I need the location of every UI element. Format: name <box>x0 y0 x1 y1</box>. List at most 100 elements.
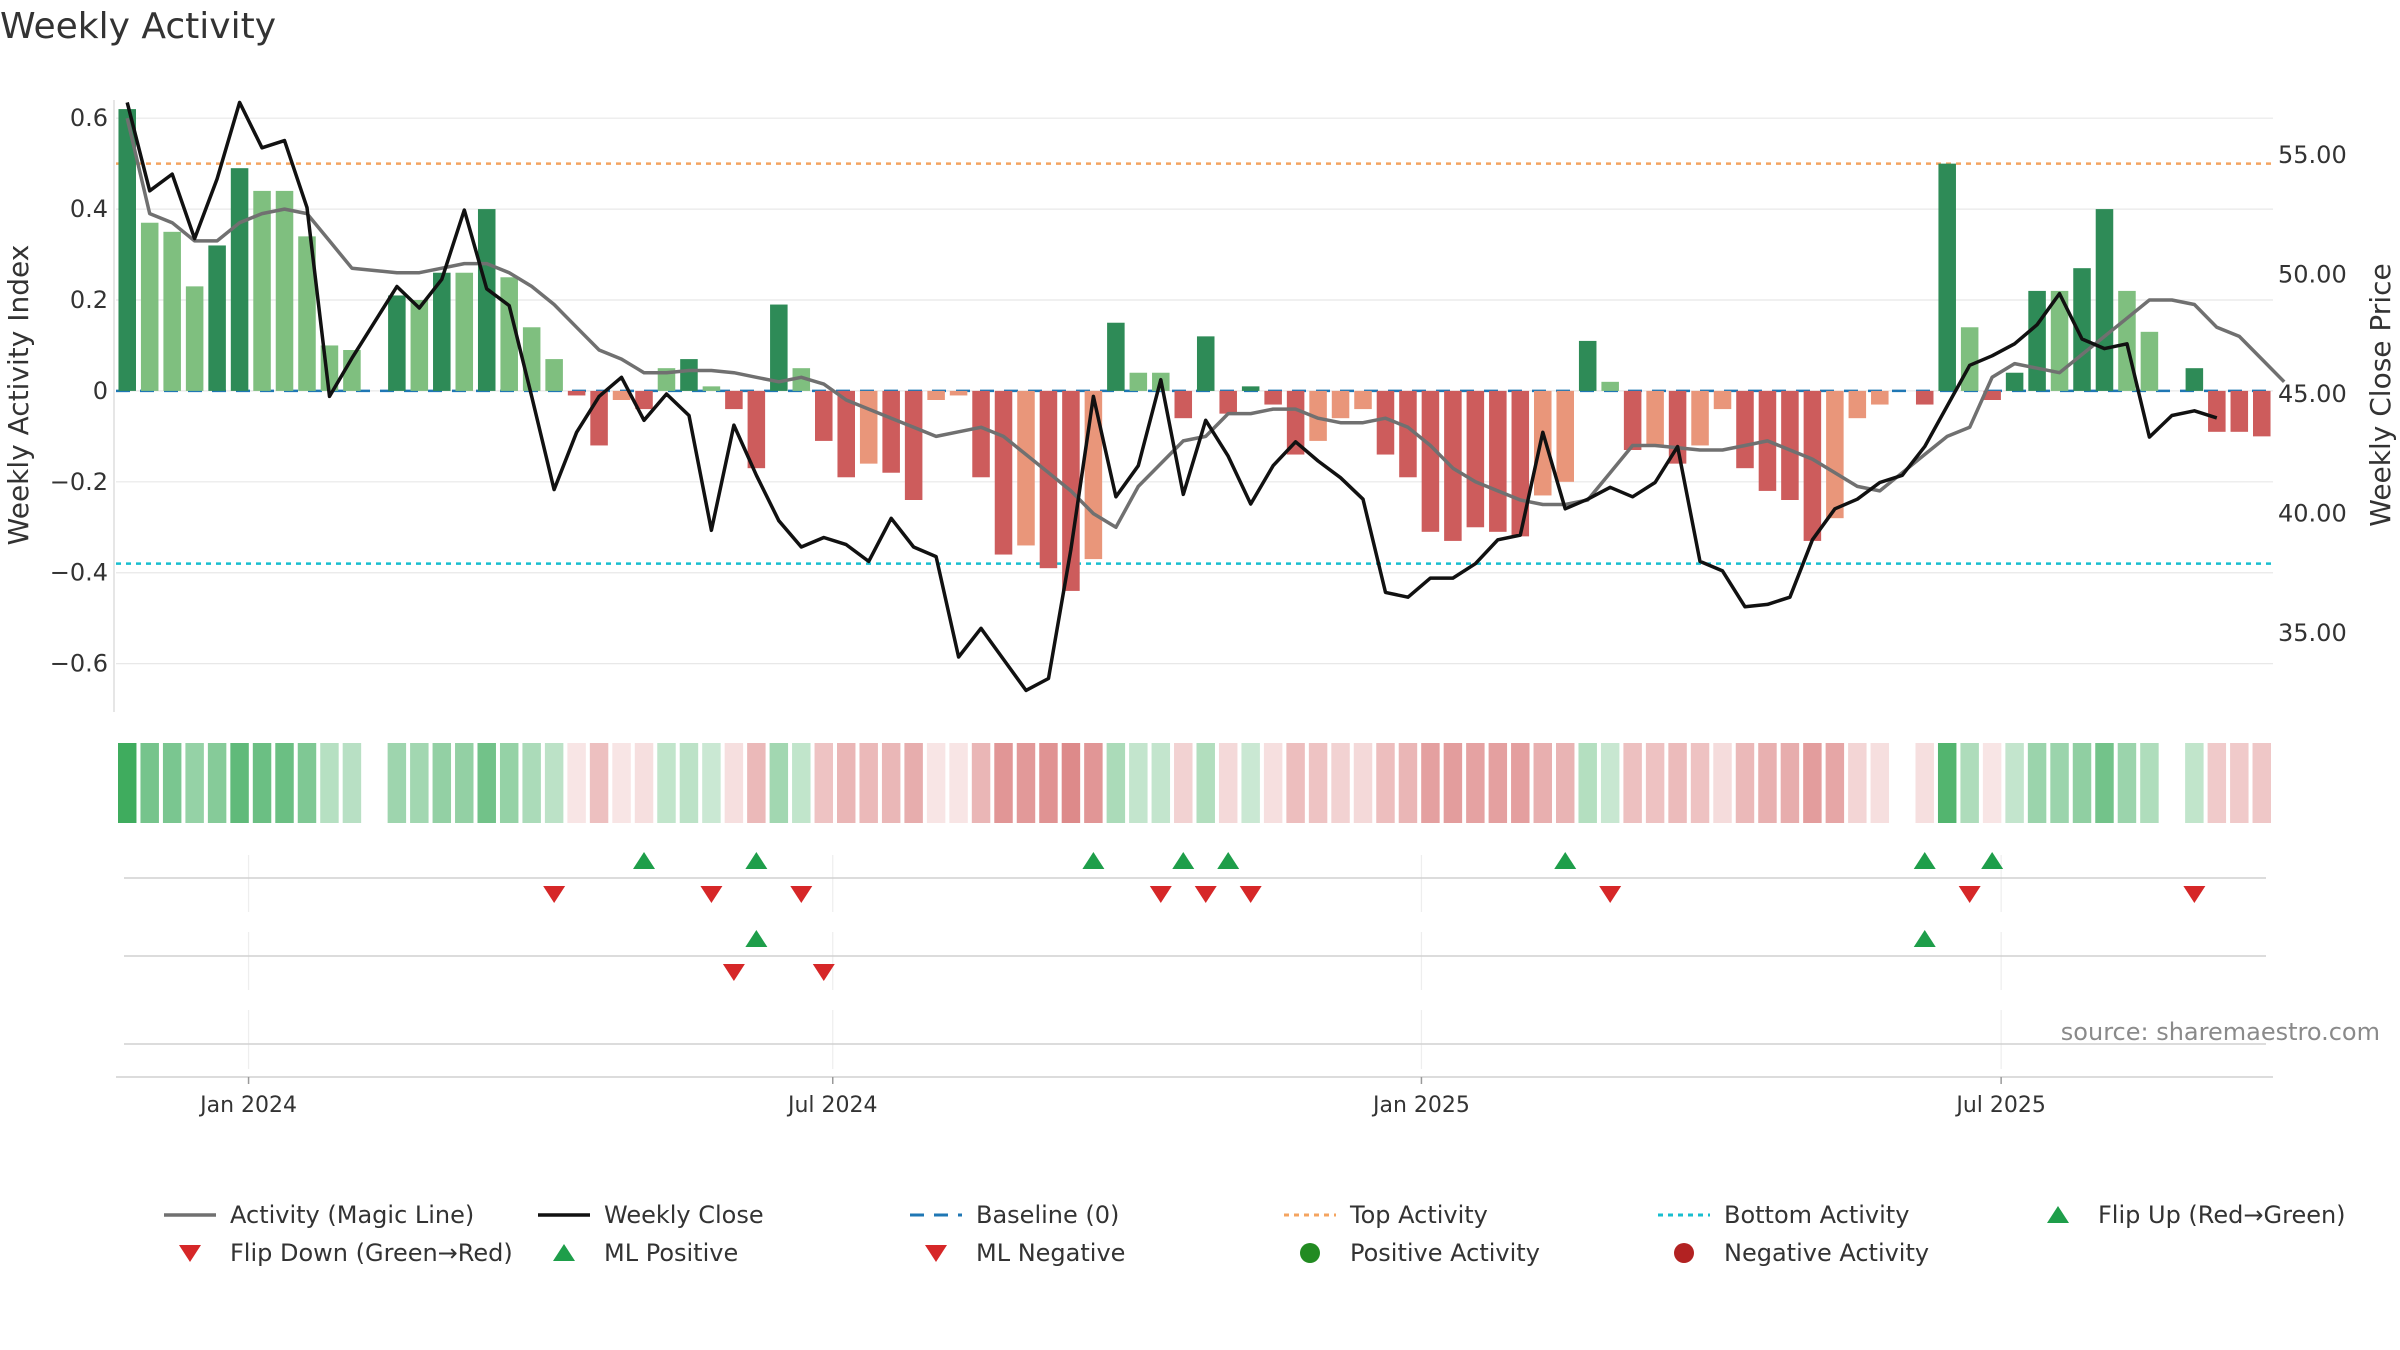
activity-bar <box>837 390 855 478</box>
heat-cell <box>1960 743 1979 823</box>
activity-bar <box>1803 390 1822 541</box>
activity-heat-strip <box>118 743 2271 823</box>
activity-bar <box>927 390 945 400</box>
y2-tick-label: 45.00 <box>2278 380 2347 408</box>
ml-negative-marker <box>812 964 835 981</box>
heat-cell <box>1668 743 1687 823</box>
heat-cell <box>1600 743 1620 823</box>
flip-down-marker <box>1599 886 1622 903</box>
flip-down-marker <box>1194 886 1217 903</box>
activity-bar <box>994 390 1013 555</box>
activity-bar <box>500 277 518 391</box>
activity-bar <box>1713 390 1732 410</box>
y-tick-label: −0.2 <box>50 468 108 496</box>
heat-cell <box>2050 743 2069 823</box>
heat-cell <box>275 743 294 823</box>
y-axis-title: Weekly Activity Index <box>2 245 35 546</box>
activity-bar <box>1107 322 1125 391</box>
heat-cell <box>1758 743 1777 823</box>
heat-cell <box>1466 743 1485 823</box>
y2-tick-label: 35.00 <box>2278 619 2347 647</box>
heat-cell <box>1780 743 1800 823</box>
activity-bar <box>343 350 361 391</box>
heat-cell <box>230 743 249 823</box>
heat-cell <box>837 743 856 823</box>
heat-cell <box>1690 743 1710 823</box>
heat-cell <box>859 743 878 823</box>
activity-bar <box>1623 390 1642 450</box>
heat-cell <box>1263 743 1283 823</box>
heat-cell <box>792 743 811 823</box>
legend-item: ML Positive <box>534 1238 738 1268</box>
heat-cell <box>1533 743 1552 823</box>
activity-bar <box>140 222 159 391</box>
heat-cell <box>1421 743 1440 823</box>
activity-bar <box>1466 390 1485 528</box>
heat-cell <box>1331 743 1350 823</box>
activity-bar <box>1174 390 1193 419</box>
activity-bar <box>770 304 788 391</box>
activity-bar <box>185 286 204 391</box>
activity-bar <box>1871 390 1889 405</box>
flip-down-marker <box>700 886 723 903</box>
flip-up-marker <box>1981 852 2004 869</box>
y2-tick-label: 50.00 <box>2278 261 2347 289</box>
heat-cell <box>1982 743 2002 823</box>
heat-cell <box>544 743 564 823</box>
flip-up-marker <box>1217 852 1240 869</box>
heat-cell <box>567 743 586 823</box>
activity-bar <box>1219 390 1237 414</box>
activity-bar <box>522 327 541 391</box>
chart-title: Weekly Activity <box>0 6 277 47</box>
activity-bar <box>253 190 271 391</box>
heat-cell <box>949 743 968 823</box>
activity-bar <box>433 272 451 391</box>
heat-cell <box>971 743 991 823</box>
activity-bar <box>747 390 766 469</box>
x-tick-label: Jul 2025 <box>1954 1093 2046 1118</box>
heat-cell <box>1803 743 1822 823</box>
heat-cell <box>1061 743 1081 823</box>
ml-negative-marker <box>722 964 745 981</box>
activity-bar <box>545 359 563 391</box>
legend-item: Bottom Activity <box>1654 1200 1909 1230</box>
activity-bar <box>1826 390 1844 519</box>
y2-tick-label: 40.00 <box>2278 500 2347 528</box>
ml-positive-marker <box>1913 930 1936 947</box>
heat-cell <box>881 743 901 823</box>
heat-cell <box>1735 743 1755 823</box>
heat-cell <box>1870 743 1890 823</box>
legend-label: Positive Activity <box>1350 1239 1540 1267</box>
activity-bar <box>972 390 990 478</box>
activity-bar <box>949 390 968 396</box>
activity-bar <box>1331 390 1350 419</box>
heat-cell <box>477 743 496 823</box>
heat-cell <box>2185 743 2204 823</box>
magic-line <box>125 117 2286 530</box>
activity-bar <box>1848 390 1867 419</box>
heat-cell <box>769 743 789 823</box>
activity-bar <box>163 231 181 391</box>
legend-symbol <box>1280 1238 1340 1268</box>
x-tick-label: Jul 2024 <box>786 1093 878 1118</box>
activity-bar <box>567 390 586 396</box>
legend-label: Baseline (0) <box>976 1201 1120 1229</box>
legend-item: Positive Activity <box>1280 1238 1540 1268</box>
flip-down-marker <box>543 886 566 903</box>
heat-cell <box>140 743 159 823</box>
flip-down-marker <box>790 886 813 903</box>
activity-bar <box>815 390 833 441</box>
activity-bar <box>1286 390 1305 455</box>
flip-up-marker <box>1082 852 1105 869</box>
heat-cell <box>342 743 362 823</box>
legend-label: Top Activity <box>1350 1201 1488 1229</box>
heat-cell <box>2230 743 2249 823</box>
source-label: source: sharemaestro.com <box>2061 1018 2380 1046</box>
legend-symbol <box>160 1200 220 1230</box>
flip-down-marker <box>1149 886 1172 903</box>
axes: 0.6 0.4 0.2 0 −0.2 −0.4 −0.6 55.00 50.00 45.00 40.… <box>2 100 2397 1118</box>
activity-bar <box>1938 163 1956 391</box>
activity-bars <box>118 109 2271 591</box>
activity-bar <box>1376 390 1395 455</box>
activity-bar <box>635 390 653 410</box>
